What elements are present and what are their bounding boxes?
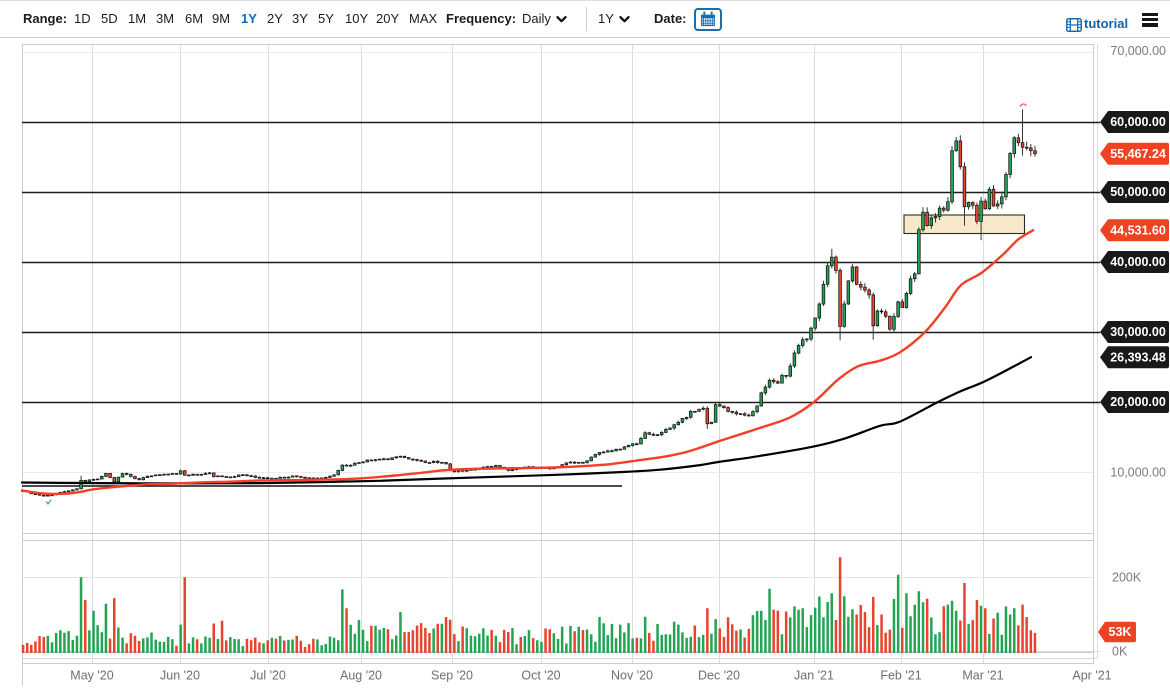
svg-text:44,531.60: 44,531.60: [1110, 224, 1166, 238]
svg-text:53K: 53K: [1109, 625, 1132, 639]
svg-text:50,000.00: 50,000.00: [1110, 185, 1166, 199]
svg-text:Feb '21: Feb '21: [880, 669, 921, 683]
svg-text:10,000.00: 10,000.00: [1110, 466, 1166, 480]
svg-text:55,467.24: 55,467.24: [1110, 147, 1166, 161]
svg-text:Jun '20: Jun '20: [160, 669, 200, 683]
svg-text:Nov '20: Nov '20: [611, 669, 653, 683]
svg-text:May '20: May '20: [70, 669, 113, 683]
svg-text:Oct '20: Oct '20: [521, 669, 560, 683]
svg-text:Dec '20: Dec '20: [698, 669, 740, 683]
svg-text:Aug '20: Aug '20: [340, 669, 382, 683]
svg-text:20,000.00: 20,000.00: [1110, 395, 1166, 409]
svg-text:Mar '21: Mar '21: [962, 669, 1003, 683]
svg-text:Sep '20: Sep '20: [431, 669, 473, 683]
svg-text:30,000.00: 30,000.00: [1110, 325, 1166, 339]
svg-text:Apr '21: Apr '21: [1072, 669, 1111, 683]
svg-text:40,000.00: 40,000.00: [1110, 255, 1166, 269]
svg-text:70,000.00: 70,000.00: [1110, 44, 1166, 58]
svg-text:60,000.00: 60,000.00: [1110, 115, 1166, 129]
svg-text:26,393.48: 26,393.48: [1110, 350, 1166, 364]
svg-text:Jan '21: Jan '21: [794, 669, 834, 683]
svg-text:Jul '20: Jul '20: [250, 669, 286, 683]
svg-text:200K: 200K: [1112, 571, 1142, 585]
svg-text:0K: 0K: [1112, 645, 1128, 659]
